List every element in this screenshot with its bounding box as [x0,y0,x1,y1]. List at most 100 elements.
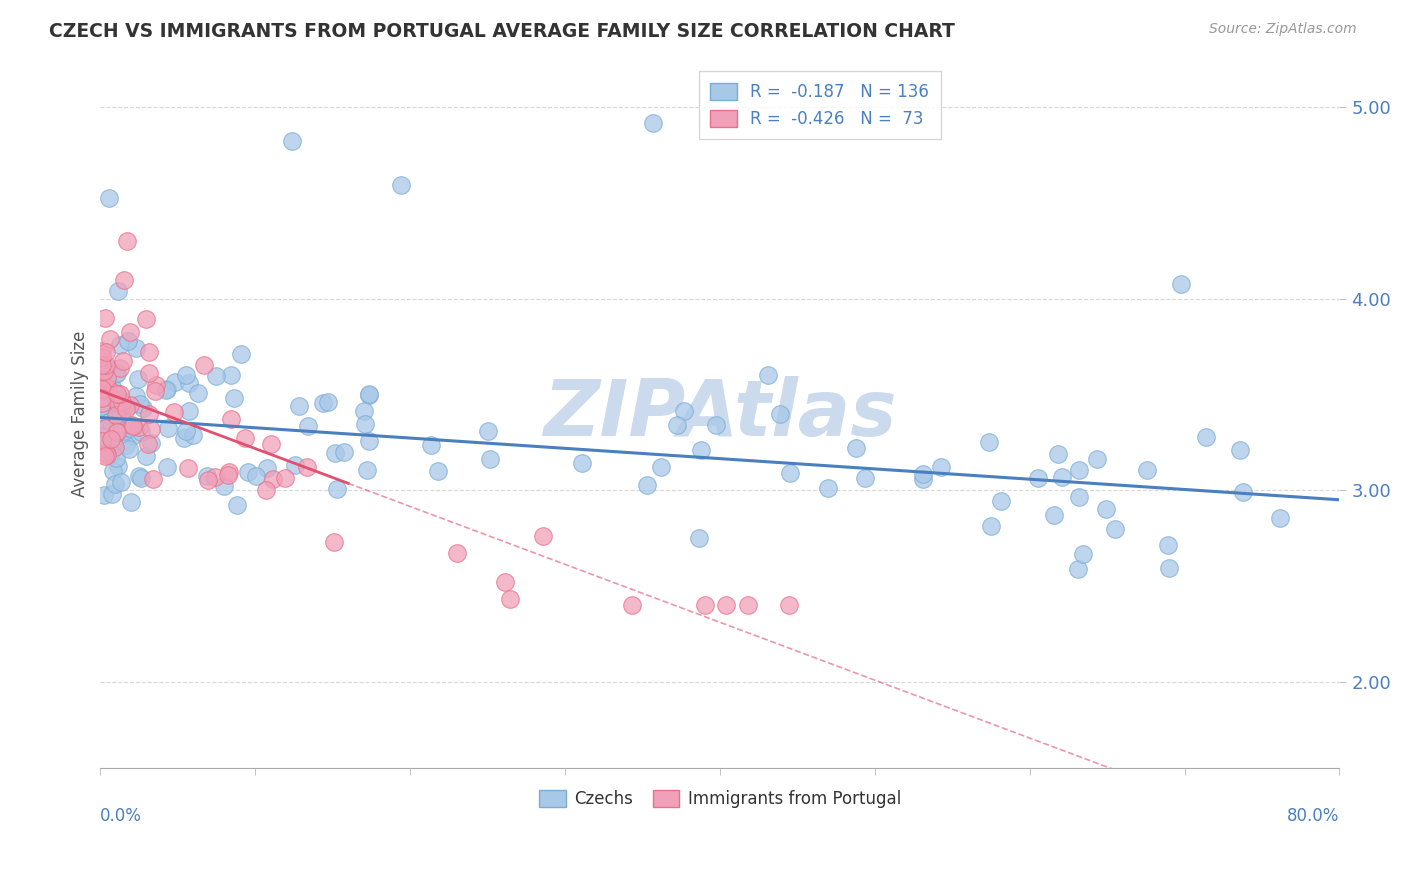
Point [110,395,132,409]
Point [621,598,644,612]
Point [120,420,142,434]
Point [1136,463,1159,477]
Point [128,397,150,411]
Point [1046,447,1069,461]
Text: ZIPAtlas: ZIPAtlas [543,376,897,451]
Y-axis label: Average Family Size: Average Family Size [72,330,89,497]
Point [111,403,134,417]
Point [280,134,302,148]
Point [96,441,118,455]
Point [96,371,118,385]
Point [1157,538,1180,552]
Point [110,475,132,489]
Point [105,411,128,425]
Point [312,396,335,410]
Point [218,466,240,480]
Point [1229,443,1251,458]
Point [288,399,311,413]
Point [155,383,177,397]
Point [427,464,450,478]
Point [758,368,780,382]
Point [226,498,249,512]
Point [1195,430,1218,444]
Point [112,424,135,438]
Point [104,440,127,454]
Point [107,458,129,473]
Point [115,438,138,452]
Point [284,458,307,472]
Point [359,388,381,402]
Point [100,332,122,346]
Point [104,409,127,423]
Point [1043,508,1066,522]
Point [91,423,114,437]
Text: Source: ZipAtlas.com: Source: ZipAtlas.com [1209,22,1357,37]
Point [136,436,159,450]
Point [688,531,710,545]
Point [96,390,118,404]
Point [181,427,204,442]
Point [145,378,167,392]
Point [111,354,134,368]
Point [115,401,138,416]
Point [121,429,143,443]
Point [219,368,242,382]
Point [1067,490,1090,504]
Point [297,419,319,434]
Point [90,343,112,358]
Point [121,417,143,432]
Point [163,404,186,418]
Point [297,459,319,474]
Point [118,442,141,456]
Point [93,488,115,502]
Point [94,446,117,460]
Point [131,401,153,415]
Point [143,384,166,399]
Point [177,461,200,475]
Point [104,477,127,491]
Legend: R =  -0.187   N = 136, R =  -0.426   N =  73: R = -0.187 N = 136, R = -0.426 N = 73 [699,71,941,139]
Point [779,466,801,480]
Point [260,436,283,450]
Point [571,456,593,470]
Point [666,417,689,432]
Point [104,394,127,409]
Point [91,405,114,419]
Point [1104,522,1126,536]
Point [359,387,381,401]
Point [138,366,160,380]
Point [135,312,157,326]
Point [138,408,160,422]
Point [98,384,121,398]
Point [100,446,122,460]
Point [157,420,180,434]
Point [193,358,215,372]
Point [531,529,554,543]
Point [93,364,115,378]
Point [262,472,284,486]
Point [108,360,131,375]
Point [93,364,115,378]
Point [97,433,120,447]
Point [128,469,150,483]
Text: 0.0%: 0.0% [100,806,142,824]
Point [108,391,131,405]
Point [90,399,112,413]
Point [233,432,256,446]
Point [254,483,277,497]
Point [105,367,128,381]
Point [93,450,115,464]
Point [1170,277,1192,292]
Point [204,469,226,483]
Point [1095,502,1118,516]
Text: CZECH VS IMMIGRANTS FROM PORTUGAL AVERAGE FAMILY SIZE CORRELATION CHART: CZECH VS IMMIGRANTS FROM PORTUGAL AVERAG… [49,22,955,41]
Point [636,478,658,492]
Point [245,468,267,483]
Point [139,421,162,435]
Point [98,191,121,205]
Point [274,471,297,485]
Point [357,434,380,448]
Point [990,494,1012,508]
Point [90,392,112,406]
Point [222,392,245,406]
